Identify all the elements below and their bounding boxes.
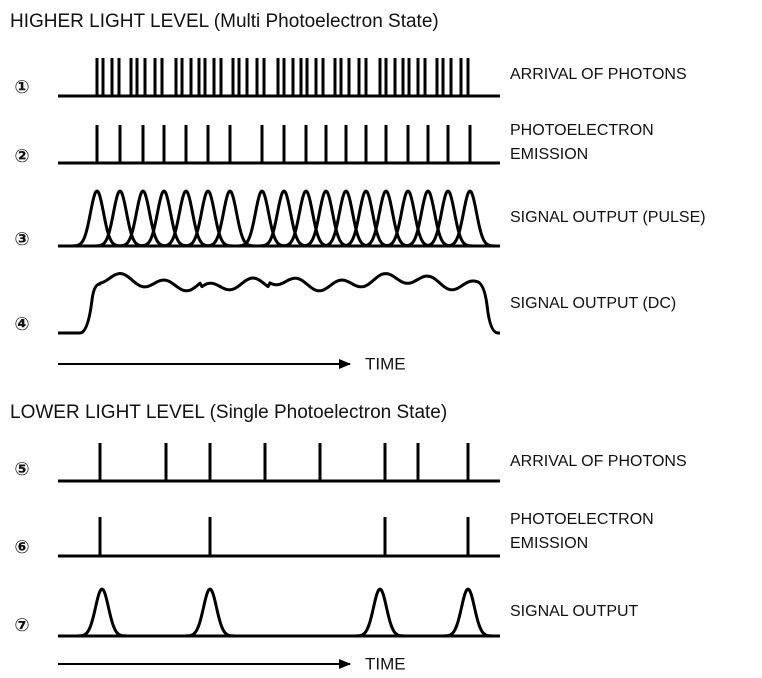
row-label: SIGNAL OUTPUT (DC) <box>510 295 676 312</box>
row-label: EMISSION <box>510 535 588 552</box>
pulse <box>137 189 191 248</box>
pulse <box>299 189 353 248</box>
row-label: SIGNAL OUTPUT <box>510 603 639 620</box>
row-number: ③ <box>14 229 29 249</box>
row-number: ⑤ <box>14 459 29 479</box>
pulse <box>353 587 407 638</box>
row-number: ⑦ <box>14 615 29 635</box>
pulse <box>235 189 289 248</box>
pulse <box>257 189 311 248</box>
pulse <box>443 189 497 248</box>
dc-output <box>58 272 500 335</box>
row-label: EMISSION <box>510 146 588 163</box>
row-number: ② <box>14 146 29 166</box>
pulse <box>93 189 147 248</box>
row-label: ARRIVAL OF PHOTONS <box>510 66 687 83</box>
axis-label: TIME <box>365 654 406 673</box>
row-label: PHOTOELECTRON <box>510 511 654 528</box>
pulse <box>401 189 455 248</box>
row-label: SIGNAL OUTPUT (PULSE) <box>510 209 706 226</box>
pulse <box>203 189 257 248</box>
pulse <box>359 189 413 248</box>
pulse <box>181 189 235 248</box>
section-title: LOWER LIGHT LEVEL (Single Photoelectron … <box>10 402 447 423</box>
row-number: ④ <box>14 314 29 334</box>
row-label: ARRIVAL OF PHOTONS <box>510 453 687 470</box>
section-title: HIGHER LIGHT LEVEL (Multi Photoelectron … <box>10 11 439 32</box>
row-number: ⑥ <box>14 537 29 557</box>
pulse <box>441 587 495 638</box>
row-label: PHOTOELECTRON <box>510 122 654 139</box>
pulse <box>116 189 170 248</box>
pulse <box>339 189 393 248</box>
pulse <box>70 189 124 248</box>
pulse <box>319 189 373 248</box>
axis-label: TIME <box>365 354 406 373</box>
row-number: ① <box>14 77 29 97</box>
pulse <box>421 189 475 248</box>
pulse <box>183 587 237 638</box>
pulse <box>75 587 129 638</box>
pulse <box>159 189 213 248</box>
